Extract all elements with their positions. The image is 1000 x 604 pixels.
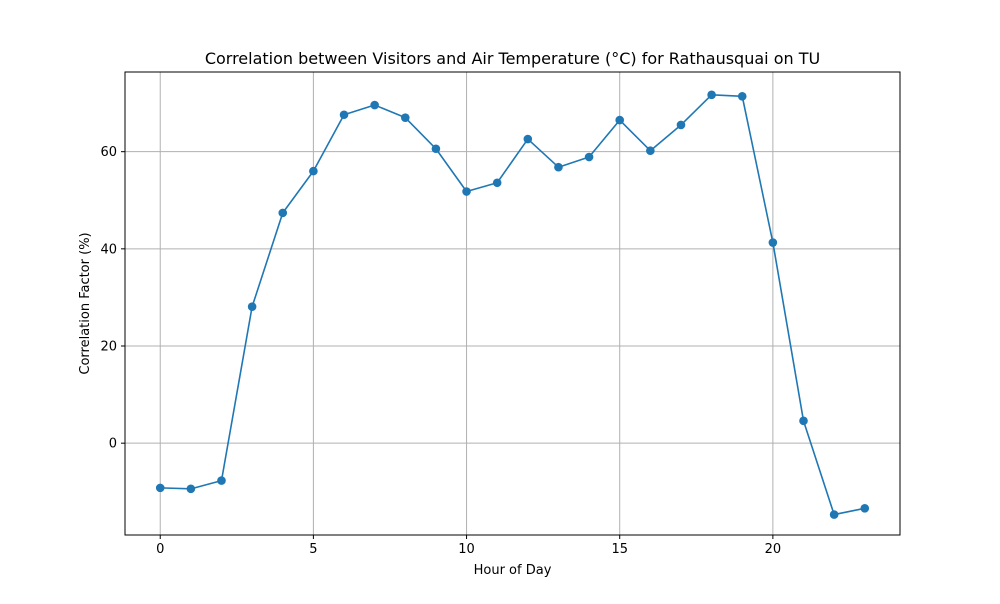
data-point	[462, 187, 471, 196]
data-point	[247, 302, 257, 311]
data-point	[370, 100, 379, 110]
data-point	[860, 503, 870, 513]
data-point	[309, 166, 318, 176]
x-tick-label: 5	[309, 542, 317, 557]
data-point	[646, 146, 655, 156]
series-layer	[155, 90, 870, 519]
data-point	[737, 91, 747, 101]
chart-title: Correlation between Visitors and Air Tem…	[205, 49, 820, 68]
y-tick-label: 0	[109, 437, 117, 452]
x-axis-label: Hour of Day	[474, 563, 552, 578]
data-point	[523, 134, 533, 144]
x-tick-label: 20	[765, 542, 782, 557]
data-point	[339, 110, 349, 120]
data-point	[799, 416, 808, 426]
data-point	[186, 484, 196, 494]
data-point	[155, 483, 165, 493]
data-point	[278, 208, 288, 218]
data-point	[768, 238, 778, 247]
x-tick-label: 15	[611, 542, 628, 557]
plot-area-frame	[124, 71, 901, 536]
y-tick-label: 20	[100, 340, 117, 355]
grid-lines	[125, 72, 900, 535]
data-point	[615, 115, 625, 125]
series-line	[160, 94, 865, 516]
data-point	[584, 152, 594, 162]
y-tick-label: 40	[100, 242, 117, 257]
data-point	[707, 90, 716, 100]
axis-ticks: 0 5 10 15 20 0 20 40 60	[100, 145, 781, 557]
y-tick-label: 60	[100, 145, 117, 160]
data-point	[554, 162, 563, 172]
x-tick-label: 10	[458, 542, 475, 557]
data-point	[829, 510, 839, 519]
data-point	[492, 178, 502, 188]
y-axis-label: Correlation Factor (%)	[78, 232, 93, 374]
x-tick-label: 0	[156, 542, 164, 557]
data-point	[676, 120, 686, 130]
data-point	[400, 113, 410, 122]
data-point	[217, 476, 226, 485]
data-point	[431, 144, 441, 154]
